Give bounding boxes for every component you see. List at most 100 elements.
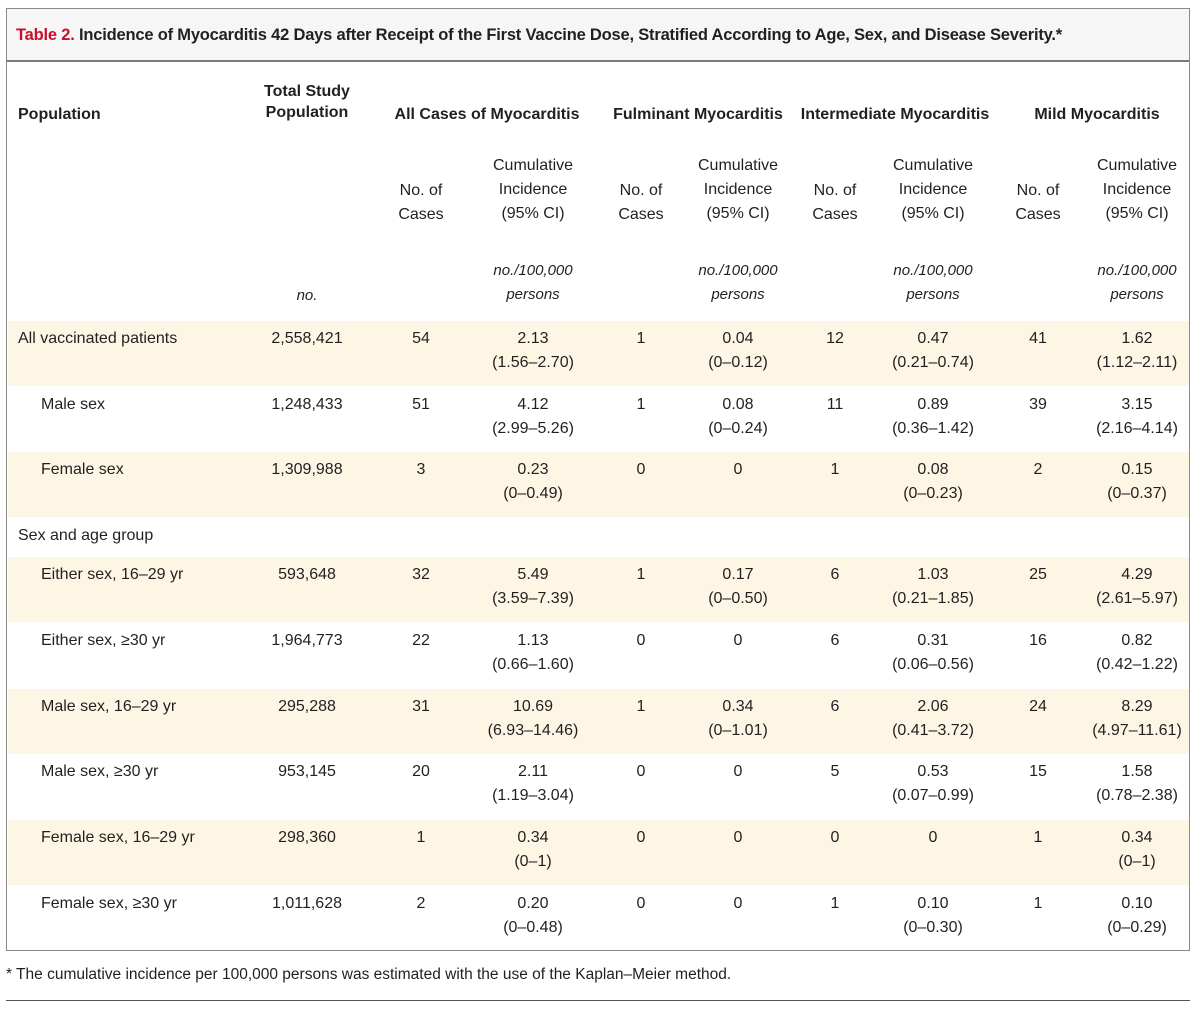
table-frame: Table 2. Incidence of Myocarditis 42 Day… [6,8,1190,951]
cell-int-ci: 2.06 (0.41–3.72) [892,698,974,739]
cell-ful-n: 1 [636,566,646,583]
cell-int-ci: 1.03 (0.21–1.85) [892,566,974,607]
cell-mild-n: 41 [1029,330,1047,347]
cell-all-ci: 1.13 (0.66–1.60) [492,632,574,673]
cell-ful-ci: 0.08 (0–0.24) [708,396,768,437]
row-band [8,820,1189,885]
row-label: Either sex, 16–29 yr [41,566,184,583]
cell-all-n: 1 [416,829,426,846]
table-title-bar: Table 2. Incidence of Myocarditis 42 Day… [7,9,1189,62]
cell-total: 593,648 [278,566,336,583]
cell-total: 295,288 [278,698,336,715]
row-label: Male sex [41,396,106,413]
cell-all-ci: 2.13 (1.56–2.70) [492,330,574,371]
cell-int-n: 6 [830,566,840,583]
cell-int-n: 0 [830,829,840,846]
cell-all-n: 20 [412,763,430,780]
cell-ful-n: 0 [636,895,646,912]
subheader-all-no-cases: No. of Cases [398,182,444,223]
cell-total: 1,248,433 [271,396,343,413]
row-label: Male sex, 16–29 yr [41,698,177,715]
cell-mild-ci: 4.29 (2.61–5.97) [1096,566,1178,607]
cell-all-ci: 0.34 (0–1) [514,829,552,870]
cell-ful-n: 0 [636,461,646,478]
section-label: Sex and age group [18,527,154,544]
cell-int-n: 1 [830,461,840,478]
table-caption: Incidence of Myocarditis 42 Days after R… [79,26,1062,44]
subheader-ful-cumulative: Cumulative Incidence (95% CI) [697,157,779,222]
cell-all-ci: 10.69 (6.93–14.46) [487,698,579,739]
cell-int-ci: 0.10 (0–0.30) [903,895,963,936]
cell-mild-ci: 3.15 (2.16–4.14) [1096,396,1178,437]
cell-mild-n: 15 [1029,763,1047,780]
cell-int-n: 5 [830,763,840,780]
cell-mild-n: 25 [1029,566,1047,583]
cell-all-n: 54 [412,330,430,347]
cell-all-ci: 0.23 (0–0.49) [503,461,563,502]
cell-total: 1,964,773 [271,632,343,649]
unit-total: no. [296,287,318,304]
cell-int-ci: 0 [928,829,938,846]
row-band [8,557,1189,622]
cell-mild-n: 39 [1029,396,1047,413]
subheader-mild-cumulative: Cumulative Incidence (95% CI) [1096,157,1178,222]
cell-ful-ci: 0.17 (0–0.50) [708,566,768,607]
cell-ful-ci: 0 [733,461,743,478]
unit-int: no./100,000 persons [893,262,973,303]
cell-all-n: 31 [412,698,430,715]
row-label: Male sex, ≥30 yr [41,763,159,780]
cell-all-ci: 4.12 (2.99–5.26) [492,396,574,437]
header-population: Population [18,106,101,123]
cell-total: 1,011,628 [272,895,342,912]
cell-int-ci: 0.08 (0–0.23) [903,461,963,502]
cell-int-ci: 0.53 (0.07–0.99) [892,763,974,804]
cell-ful-ci: 0 [733,763,743,780]
header-mild: Mild Myocarditis [1034,106,1160,123]
subheader-mild-no-cases: No. of Cases [1015,182,1061,223]
cell-int-n: 6 [830,698,840,715]
table-title: Table 2. Incidence of Myocarditis 42 Day… [16,26,1062,45]
cell-all-ci: 0.20 (0–0.48) [503,895,563,936]
cell-mild-n: 24 [1029,698,1047,715]
cell-mild-ci: 0.15 (0–0.37) [1107,461,1167,502]
cell-all-n: 22 [412,632,430,649]
cell-mild-ci: 0.34 (0–1) [1118,829,1156,870]
row-label: Female sex [41,461,124,478]
unit-ful: no./100,000 persons [698,262,778,303]
cell-mild-ci: 1.58 (0.78–2.38) [1096,763,1178,804]
cell-mild-ci: 0.82 (0.42–1.22) [1096,632,1178,673]
cell-all-n: 2 [416,895,426,912]
cell-total: 298,360 [278,829,336,846]
unit-mild: no./100,000 persons [1097,262,1177,303]
cell-all-n: 32 [412,566,430,583]
cell-int-n: 11 [826,396,844,413]
row-label: Female sex, ≥30 yr [41,895,177,912]
row-band [8,452,1189,517]
cell-ful-n: 0 [636,829,646,846]
cell-int-n: 12 [826,330,844,347]
cell-mild-ci: 0.10 (0–0.29) [1107,895,1167,936]
cell-ful-n: 1 [636,330,646,347]
cell-ful-n: 1 [636,698,646,715]
cell-mild-n: 1 [1033,829,1043,846]
cell-mild-n: 16 [1029,632,1047,649]
cell-ful-ci: 0.04 (0–0.12) [708,330,768,371]
header-fulminant: Fulminant Myocarditis [613,106,783,123]
cell-ful-n: 0 [636,632,646,649]
subheader-int-cumulative: Cumulative Incidence (95% CI) [892,157,974,222]
row-band [8,321,1189,386]
cell-all-ci: 2.11 (1.19–3.04) [492,763,574,804]
cell-mild-ci: 1.62 (1.12–2.11) [1096,330,1178,371]
subheader-all-cumulative: Cumulative Incidence (95% CI) [492,157,574,222]
bottom-rule [6,1000,1190,1001]
cell-ful-ci: 0 [733,632,743,649]
header-intermediate: Intermediate Myocarditis [800,106,990,123]
cell-total: 2,558,421 [271,330,343,347]
row-band [8,689,1189,754]
row-label: Female sex, 16–29 yr [41,829,195,846]
cell-ful-ci: 0 [733,829,743,846]
cell-int-n: 1 [830,895,840,912]
header-all-cases: All Cases of Myocarditis [394,106,580,123]
cell-mild-n: 2 [1033,461,1043,478]
cell-mild-ci: 8.29 (4.97–11.61) [1092,698,1182,739]
